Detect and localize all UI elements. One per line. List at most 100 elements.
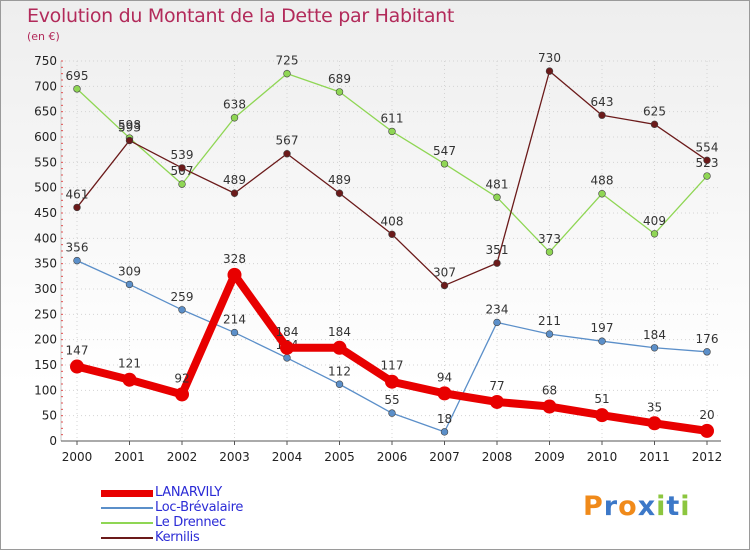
data-label-lanarvily: 121 — [118, 357, 141, 371]
data-point-le-drennec — [178, 180, 186, 188]
x-tick-label: 2000 — [62, 450, 93, 464]
data-point-loc-brevalaire — [283, 354, 291, 362]
data-point-le-drennec — [230, 114, 239, 122]
data-label-le-drennec: 373 — [538, 232, 561, 246]
data-label-loc-brevalaire: 176 — [696, 332, 719, 346]
y-tick-label: 400 — [34, 231, 57, 245]
data-point-le-drennec — [73, 85, 81, 93]
data-label-le-drennec: 725 — [276, 54, 299, 68]
data-label-loc-brevalaire: 259 — [171, 290, 194, 304]
data-point-loc-brevalaire — [440, 428, 449, 436]
y-tick-label: 0 — [49, 434, 57, 448]
data-point-lanarvily — [542, 399, 557, 414]
data-point-le-drennec — [493, 193, 501, 201]
data-point-loc-brevalaire — [388, 409, 396, 417]
legend-swatch — [101, 490, 153, 497]
y-tick-label: 750 — [34, 54, 57, 68]
data-label-le-drennec: 481 — [486, 177, 509, 191]
logo-letter: t — [666, 491, 681, 522]
data-label-le-drennec: 409 — [643, 214, 666, 228]
data-label-le-drennec: 598 — [118, 118, 141, 132]
data-point-lanarvily — [122, 372, 137, 387]
y-tick-label: 450 — [34, 206, 57, 220]
y-tick-label: 700 — [34, 79, 57, 93]
data-point-le-drennec — [283, 69, 291, 78]
legend-label: Kernilis — [155, 530, 200, 545]
x-tick-label: 2006 — [377, 450, 408, 464]
x-tick-label: 2012 — [692, 450, 723, 464]
proxiti-logo: Proxiti — [583, 491, 691, 522]
data-point-lanarvily — [490, 394, 504, 409]
data-label-lanarvily: 117 — [381, 359, 404, 373]
data-point-loc-brevalaire — [73, 256, 81, 265]
data-point-lanarvily — [700, 423, 714, 438]
data-label-loc-brevalaire: 184 — [643, 328, 666, 342]
data-label-kernilis: 307 — [433, 265, 456, 279]
data-point-le-drennec — [545, 248, 554, 256]
data-point-lanarvily — [385, 374, 399, 389]
data-point-loc-brevalaire — [335, 380, 344, 388]
y-tick-label: 300 — [34, 282, 57, 296]
data-point-kernilis — [73, 203, 81, 212]
data-label-kernilis: 554 — [696, 140, 719, 154]
legend-label: LANARVILY — [155, 485, 222, 500]
x-tick-label: 2004 — [272, 450, 303, 464]
data-label-kernilis: 593 — [118, 121, 141, 135]
data-label-loc-brevalaire: 18 — [437, 412, 452, 426]
data-label-lanarvily: 184 — [276, 325, 299, 339]
data-point-lanarvily — [595, 408, 609, 423]
y-tick-label: 100 — [34, 383, 57, 397]
logo-letter: x — [637, 491, 657, 522]
data-point-loc-brevalaire — [230, 328, 239, 337]
chart-unit: (en €) — [27, 30, 60, 43]
legend-swatch — [101, 522, 153, 524]
legend-label: Loc-Brévalaire — [155, 500, 244, 515]
x-tick-label: 2008 — [482, 450, 513, 464]
data-point-loc-brevalaire — [545, 330, 554, 338]
data-point-lanarvily — [437, 386, 452, 401]
data-label-kernilis: 489 — [223, 173, 246, 187]
data-label-lanarvily: 77 — [489, 379, 504, 393]
data-label-lanarvily: 94 — [437, 370, 452, 384]
data-point-lanarvily — [175, 387, 189, 402]
data-label-loc-brevalaire: 211 — [538, 314, 561, 328]
logo-letter: i — [656, 491, 667, 522]
y-tick-label: 200 — [34, 333, 57, 347]
x-tick-label: 2010 — [587, 450, 618, 464]
data-label-lanarvily: 68 — [542, 384, 557, 398]
data-point-le-drennec — [598, 190, 606, 198]
data-point-kernilis — [230, 189, 239, 197]
data-point-lanarvily — [332, 340, 347, 355]
legend-label: Le Drennec — [155, 515, 226, 530]
logo-letter: o — [618, 491, 638, 522]
data-label-kernilis: 625 — [643, 104, 666, 118]
data-label-lanarvily: 92 — [174, 371, 189, 385]
data-label-loc-brevalaire: 309 — [118, 264, 141, 278]
data-label-le-drennec: 638 — [223, 98, 246, 112]
data-label-loc-brevalaire: 214 — [223, 313, 246, 327]
data-point-kernilis — [598, 111, 606, 119]
data-point-loc-brevalaire — [178, 306, 186, 314]
data-label-le-drennec: 547 — [433, 144, 456, 158]
data-point-lanarvily — [227, 267, 242, 282]
data-label-lanarvily: 328 — [223, 252, 246, 266]
data-label-lanarvily: 184 — [328, 325, 351, 339]
data-point-kernilis — [650, 120, 659, 129]
data-label-lanarvily: 35 — [647, 400, 662, 414]
x-tick-label: 2001 — [114, 450, 145, 464]
data-point-kernilis — [335, 189, 344, 197]
y-tick-label: 650 — [34, 105, 57, 119]
chart-title: Evolution du Montant de la Dette par Hab… — [27, 5, 455, 27]
data-label-loc-brevalaire: 234 — [486, 302, 509, 316]
data-point-kernilis — [545, 67, 554, 75]
data-point-kernilis — [440, 281, 449, 290]
x-tick-label: 2007 — [429, 450, 460, 464]
data-label-le-drennec: 611 — [381, 111, 404, 125]
data-label-le-drennec: 488 — [591, 174, 614, 188]
data-point-le-drennec — [703, 172, 711, 180]
data-label-lanarvily: 20 — [699, 408, 714, 422]
data-label-le-drennec: 695 — [66, 69, 89, 83]
y-tick-label: 50 — [42, 409, 57, 423]
x-tick-label: 2002 — [167, 450, 198, 464]
